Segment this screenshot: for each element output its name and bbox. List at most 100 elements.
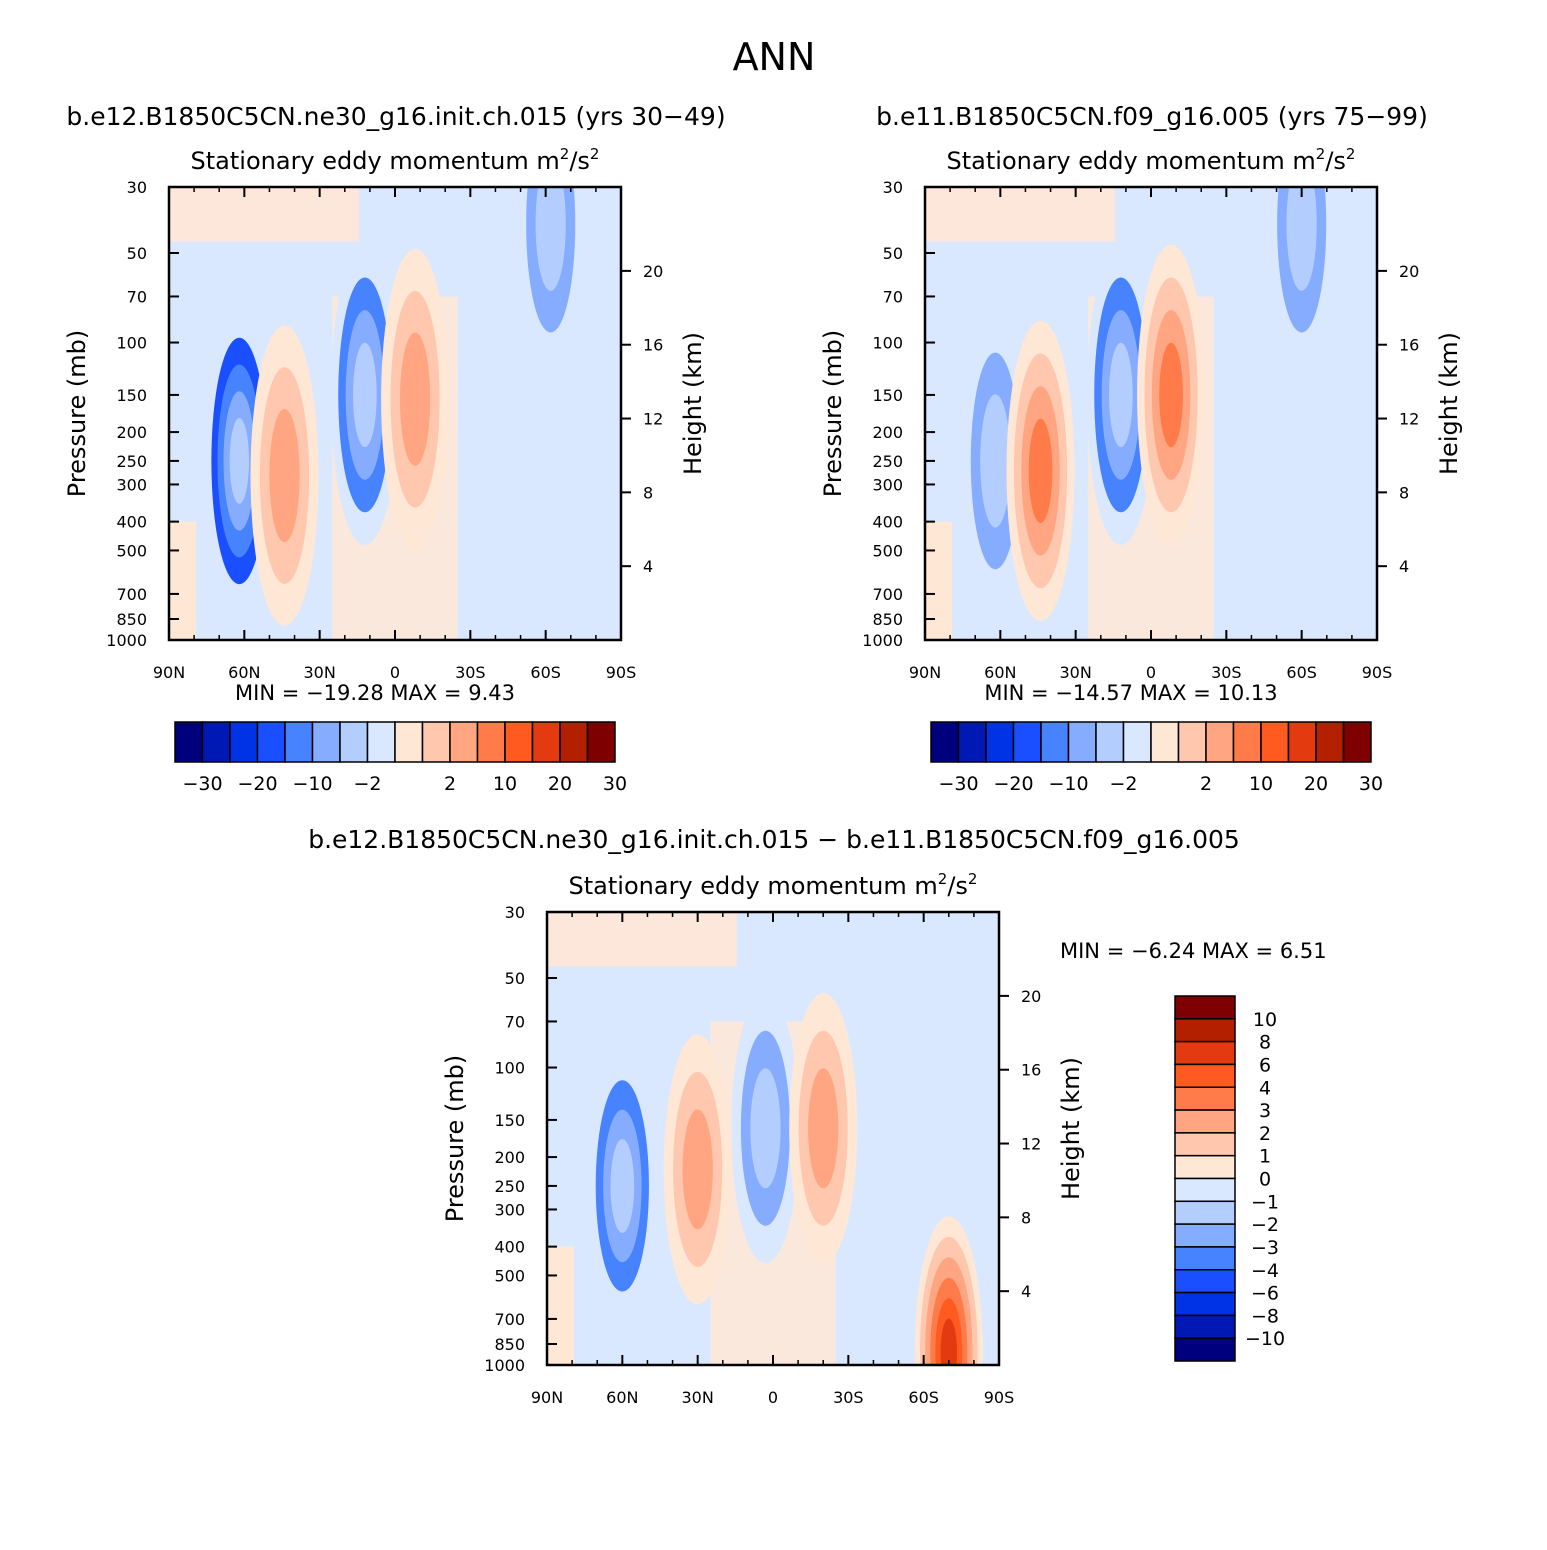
y-tick-label: 150	[872, 386, 903, 405]
title-superscript: 2	[1316, 145, 1326, 163]
x-tick-label: 30S	[1211, 663, 1242, 682]
y-tick-label: 300	[872, 475, 903, 494]
colorbar-label: 30	[1359, 773, 1383, 795]
x-tick-label: 30N	[1060, 663, 1092, 682]
panel-bottom-difference: Stationary eddy momentum m2/s2 90N 60N 30N 0…	[441, 870, 1327, 1407]
colorbar-label: −8	[1251, 1305, 1279, 1327]
height-axis-label: Height (km)	[1057, 1057, 1085, 1200]
x-tick-label: 60N	[984, 663, 1016, 682]
y-tick-label: 700	[116, 585, 147, 604]
colorbar-label: −20	[993, 773, 1033, 795]
colorbar-box	[1174, 1018, 1236, 1043]
height-tick-label: 8	[1021, 1208, 1031, 1227]
colorbar-label: 4	[1259, 1077, 1271, 1099]
top-left-case-title: b.e12.B1850C5CN.ne30_g16.init.ch.015 (yr…	[66, 102, 725, 131]
x-tick-label: 30N	[304, 663, 336, 682]
colorbar-box	[1287, 721, 1317, 763]
x-tick-label: 60N	[606, 1388, 638, 1407]
colorbar-label: 2	[444, 773, 456, 795]
x-tick-label: 30N	[682, 1388, 714, 1407]
contour-field	[547, 912, 999, 1365]
x-tick-label: 90S	[606, 663, 637, 682]
contour-blob-4	[535, 187, 566, 291]
title-superscript: 2	[560, 145, 570, 163]
y-tick-label: 850	[116, 610, 147, 629]
colorbar-label: −6	[1251, 1283, 1279, 1305]
y-tick-label: 500	[872, 541, 903, 560]
contour-blob-0	[229, 418, 250, 504]
x-tick-label: 0	[390, 663, 400, 682]
colorbar-label: −2	[353, 773, 381, 795]
title-superscript: 2	[968, 870, 978, 888]
title-superscript: 2	[590, 145, 600, 163]
y-tick-label: 30	[883, 178, 903, 197]
colorbar-box	[957, 721, 987, 763]
y-tick-label: 400	[494, 1238, 525, 1257]
colorbar-box	[1260, 721, 1290, 763]
colorbar-box	[1174, 1086, 1236, 1111]
colorbar: −30 −20 −10 −2 2 10 20 30	[930, 721, 1383, 795]
x-tick-label: 90N	[909, 663, 941, 682]
title-text: /s	[947, 872, 968, 900]
colorbar-box	[1122, 721, 1152, 763]
colorbar-label: −1	[1251, 1191, 1279, 1213]
title-superscript: 2	[1346, 145, 1356, 163]
height-axis-label: Height (km)	[1435, 332, 1463, 475]
colorbar-label: −20	[237, 773, 277, 795]
x-tick-label: 90N	[531, 1388, 563, 1407]
colorbar-box	[1174, 1132, 1236, 1157]
colorbar-box	[985, 721, 1015, 763]
y-tick-label: 30	[127, 178, 147, 197]
contour-blob-3	[399, 332, 431, 466]
title-text: Stationary eddy momentum m	[947, 147, 1316, 175]
colorbar-box	[394, 721, 424, 763]
contour-blob-0	[610, 1138, 635, 1233]
y-tick-label: 70	[127, 287, 147, 306]
y-tick-label: 700	[494, 1310, 525, 1329]
colorbar-label: 10	[493, 773, 517, 795]
colorbar-box	[366, 721, 396, 763]
top-right-case-title: b.e11.B1850C5CN.f09_g16.005 (yrs 75−99)	[876, 102, 1428, 131]
colorbar-box	[559, 721, 589, 763]
colorbar-label: −2	[1251, 1214, 1279, 1236]
colorbar-box	[284, 721, 314, 763]
height-tick-label: 20	[1399, 262, 1419, 281]
colorbar-box	[930, 721, 960, 763]
colorbar-box	[256, 721, 286, 763]
colorbar-box	[1174, 1177, 1236, 1203]
y-tick-label: 850	[494, 1335, 525, 1354]
colorbar-box	[531, 721, 561, 763]
x-tick-label: 0	[1146, 663, 1156, 682]
y-axis-label: Pressure (mb)	[819, 330, 847, 497]
colorbar-box	[1174, 1314, 1236, 1339]
chart-title: Stationary eddy momentum m2/s2	[569, 870, 978, 900]
colorbar-label: 10	[1249, 773, 1273, 795]
y-tick-label: 50	[127, 244, 147, 263]
y-tick-label: 50	[505, 969, 525, 988]
colorbar-box	[1040, 721, 1070, 763]
y-tick-label: 250	[116, 452, 147, 471]
height-tick-label: 20	[643, 262, 663, 281]
contour-blob-2	[750, 1068, 781, 1189]
colorbar-box	[1174, 1291, 1236, 1317]
y-tick-label: 700	[872, 585, 903, 604]
x-tick-label: 0	[768, 1388, 778, 1407]
contour-blob-3	[1159, 342, 1183, 448]
contour-blob-0	[980, 394, 1011, 528]
height-tick-label: 20	[1021, 987, 1041, 1006]
colorbar-box	[1177, 721, 1207, 763]
colorbar-box	[1174, 1246, 1236, 1271]
x-tick-label: 90S	[1362, 663, 1393, 682]
y-tick-label: 400	[116, 513, 147, 532]
title-text: Stationary eddy momentum m	[191, 147, 560, 175]
colorbar-label: 20	[1304, 773, 1328, 795]
y-tick-label: 1000	[106, 631, 147, 650]
x-tick-label: 30S	[833, 1388, 864, 1407]
colorbar-label: −2	[1109, 773, 1137, 795]
height-tick-label: 4	[1399, 557, 1409, 576]
height-tick-label: 12	[1399, 410, 1419, 429]
y-tick-label: 500	[494, 1266, 525, 1285]
